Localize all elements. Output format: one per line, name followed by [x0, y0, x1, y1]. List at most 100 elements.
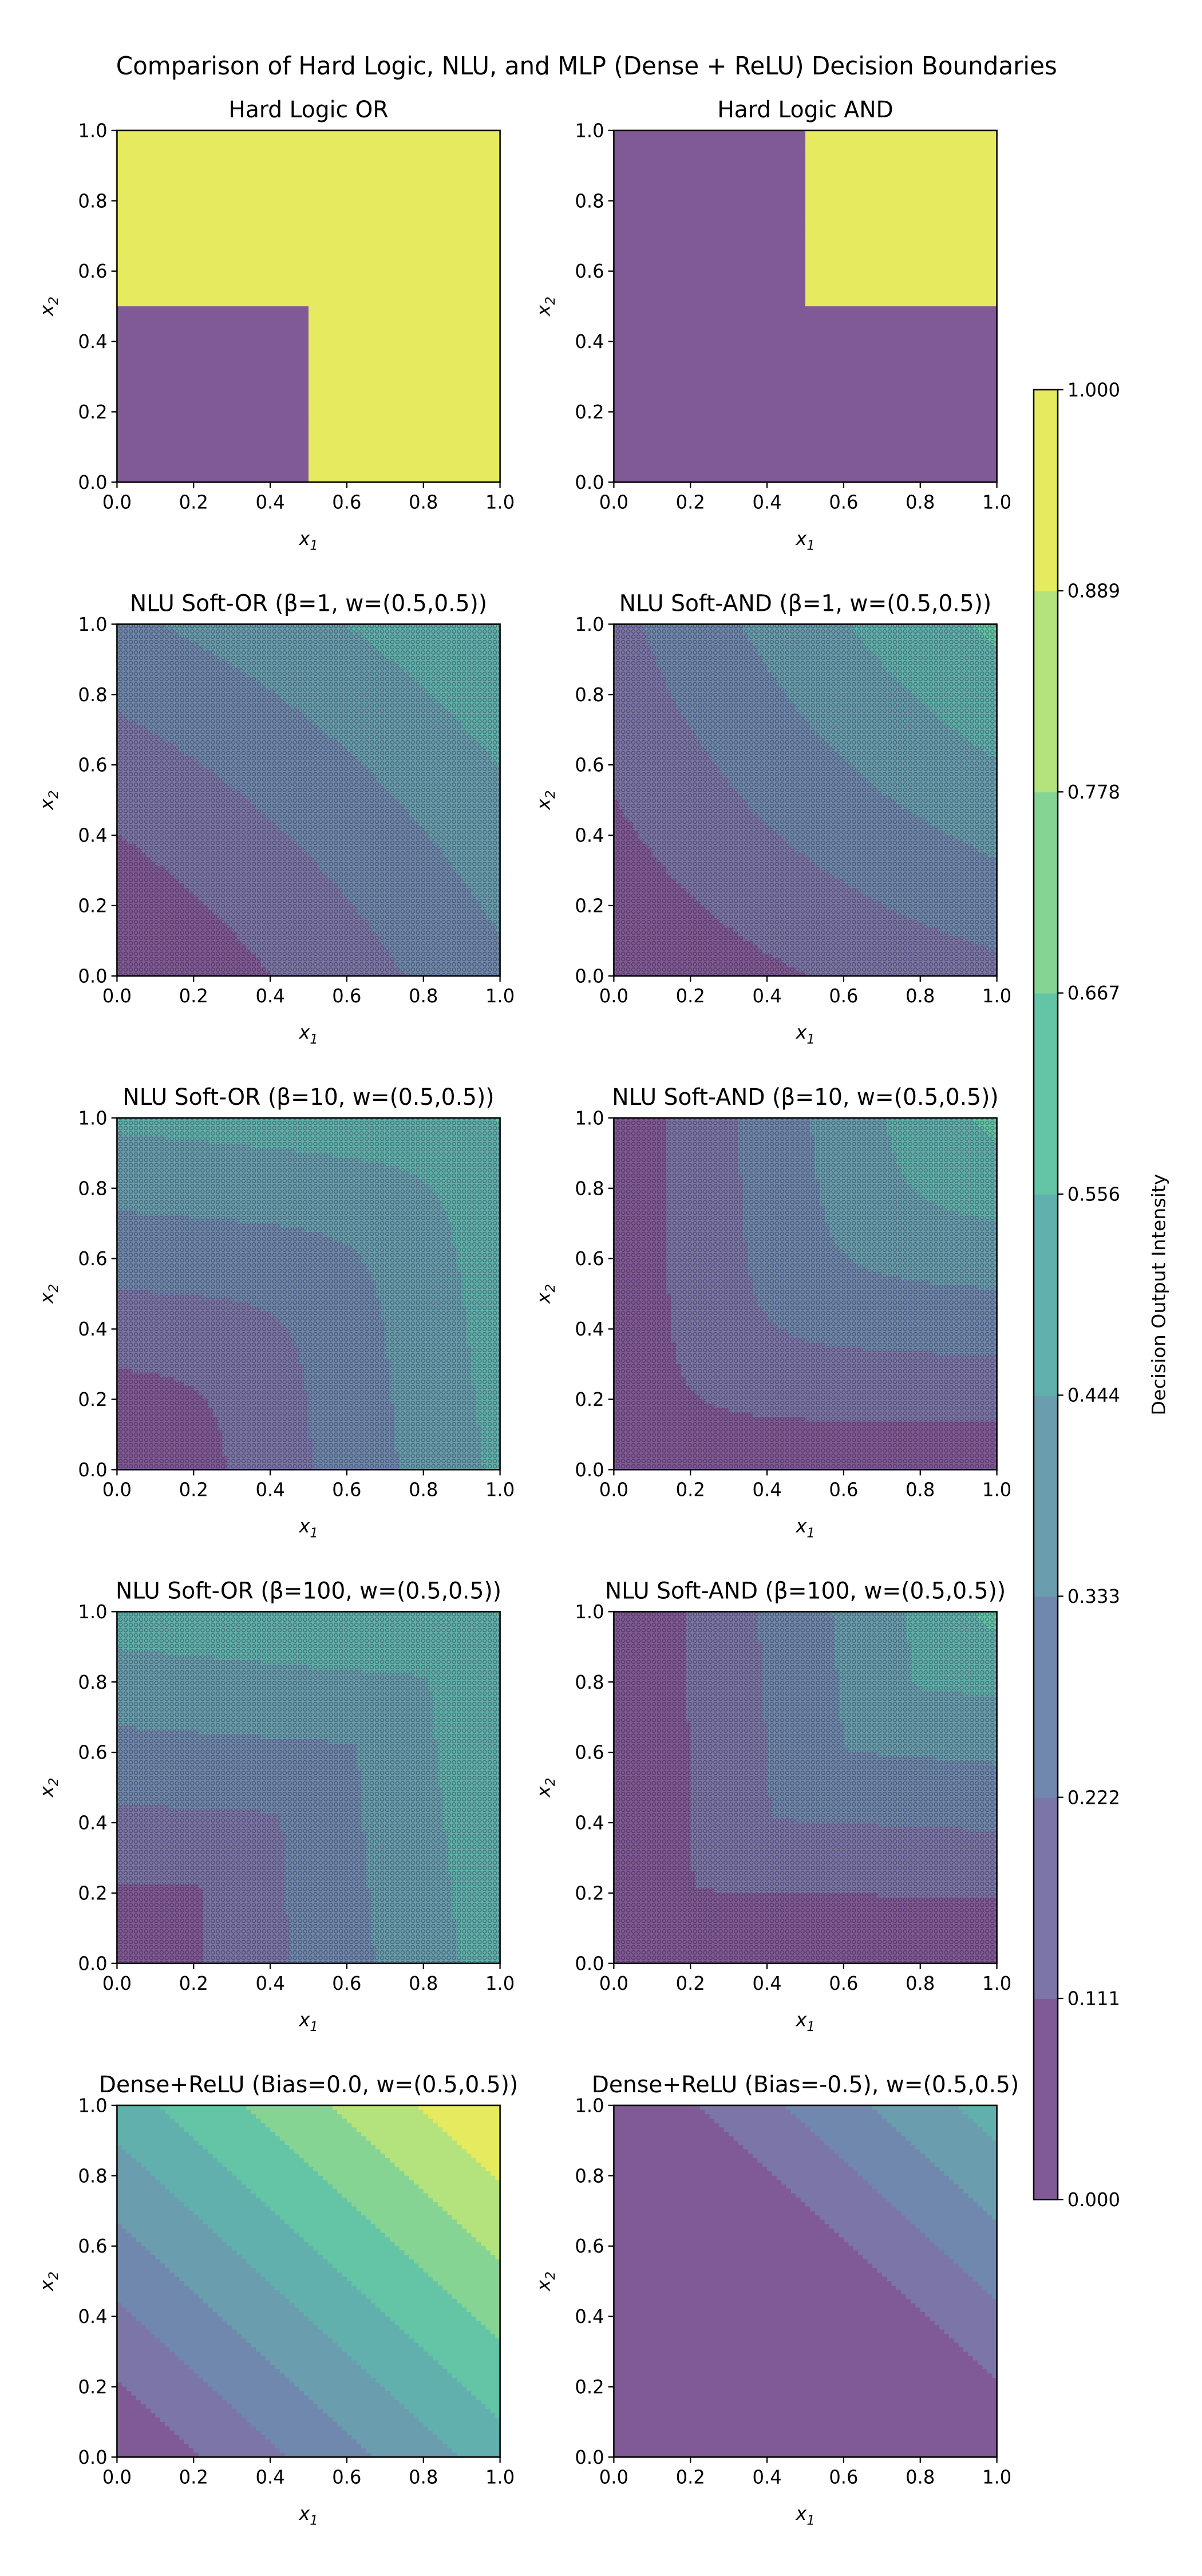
contour-cell [145, 2404, 232, 2409]
contour-cell [800, 2118, 888, 2124]
contour-cell [848, 2241, 935, 2247]
contour-cell [471, 2154, 501, 2159]
contour-cell [614, 2272, 883, 2278]
contour-cell [614, 170, 806, 175]
contour-cell [614, 2277, 888, 2282]
contour-cell [614, 2149, 749, 2155]
contour-cell [972, 2118, 998, 2124]
contour-cell [614, 2325, 940, 2330]
contour-cell [279, 2136, 367, 2142]
contour-cell [428, 2272, 501, 2278]
x-axis-label: x1 [795, 1515, 814, 1540]
contour-cell [614, 333, 998, 338]
contour-cell [948, 2255, 998, 2260]
contour-cell [150, 2329, 238, 2335]
contour-cell [342, 2426, 429, 2432]
contour-cell [614, 2127, 725, 2132]
contour-cell [318, 2250, 405, 2255]
contour-cell [193, 2136, 280, 2142]
contour-cell [126, 2228, 213, 2234]
contour-cell [309, 438, 501, 444]
contour-cell [614, 2298, 911, 2304]
contour-cell [117, 2285, 189, 2291]
contour-cell [117, 2316, 137, 2322]
axes-frame [116, 1611, 501, 1965]
y-tick-label: 0.2 [78, 1389, 107, 1411]
contour-cell [471, 2233, 501, 2238]
contour-cell [614, 284, 806, 290]
contour-cell [394, 2321, 481, 2326]
contour-cell [920, 2149, 998, 2155]
contour-cell [117, 143, 501, 149]
y-tick-label: 0.6 [78, 2235, 107, 2258]
contour-cell [309, 473, 501, 479]
contour-cell [313, 2400, 400, 2405]
contour-cell [294, 2149, 381, 2155]
contour-cell [366, 2448, 453, 2453]
contour-cell [614, 385, 998, 390]
contour-cell [246, 2184, 333, 2190]
contour-cell [805, 262, 998, 267]
contour-cell [117, 2298, 204, 2304]
contour-cell [911, 2140, 998, 2146]
y-tick-label: 0.2 [575, 1389, 604, 1411]
contour-cell [117, 170, 501, 175]
contour-cell [246, 2338, 333, 2344]
contour-cell [309, 323, 501, 329]
contour-cell [805, 179, 998, 184]
contour-cell [270, 2281, 353, 2286]
contour-cell [309, 315, 501, 321]
contour-cell [848, 2162, 935, 2168]
contour-cell [834, 2149, 921, 2155]
contour-cell [452, 2373, 501, 2379]
contour-cell [805, 231, 998, 237]
contour-cell [614, 2255, 864, 2260]
contour-cell [394, 2162, 481, 2168]
contour-cell [117, 2365, 189, 2370]
contour-cell [117, 346, 309, 351]
contour-cell [805, 161, 998, 167]
contour-cell [805, 2202, 892, 2207]
y-tick-label: 0.2 [575, 895, 604, 917]
contour-cell [265, 2123, 353, 2128]
contour-cell [251, 2188, 338, 2194]
contour-cell [466, 2387, 501, 2392]
contour-cell [972, 2356, 998, 2361]
contour-cell [958, 2184, 998, 2190]
y-tick-label: 1.0 [78, 613, 107, 635]
contour-cell [614, 2290, 902, 2296]
contour-cell [805, 236, 998, 241]
colorbar-frame [1033, 389, 1059, 2200]
contour-cell [614, 183, 806, 188]
contour-cell [399, 2400, 481, 2405]
contour-cell [824, 2140, 911, 2146]
contour-cell [872, 2105, 959, 2111]
contour-cell [141, 2241, 228, 2247]
contour-cell [117, 161, 501, 167]
contour-cell [733, 2136, 820, 2142]
y-tick-label: 0.4 [78, 331, 107, 353]
contour-cell [309, 425, 501, 430]
contour-cell [390, 2237, 477, 2242]
contour-cell [433, 2356, 501, 2361]
contour-cell [982, 2127, 998, 2132]
contour-cell [260, 2198, 347, 2203]
x-tick-label: 0.0 [599, 491, 628, 513]
contour-cell [117, 2184, 165, 2190]
x-axis-label: x1 [795, 2009, 814, 2034]
contour-cell [414, 2338, 501, 2344]
contour-cell [309, 390, 501, 395]
x-tick-label: 0.2 [179, 1479, 208, 1501]
contour-cell [117, 2180, 161, 2185]
colorbar-segment [1034, 1596, 1058, 1798]
contour-cell [342, 2272, 429, 2278]
contour-cell [805, 258, 998, 263]
contour-cell [117, 187, 501, 193]
y-tick-label: 1.0 [575, 2095, 604, 2117]
contour-cell [169, 2426, 256, 2432]
y-tick-label: 0.0 [575, 1953, 604, 1975]
contour-cell [309, 469, 501, 474]
contour-cell [265, 2277, 347, 2282]
y-tick-label: 0.8 [78, 1178, 107, 1200]
contour-cell [805, 293, 998, 298]
